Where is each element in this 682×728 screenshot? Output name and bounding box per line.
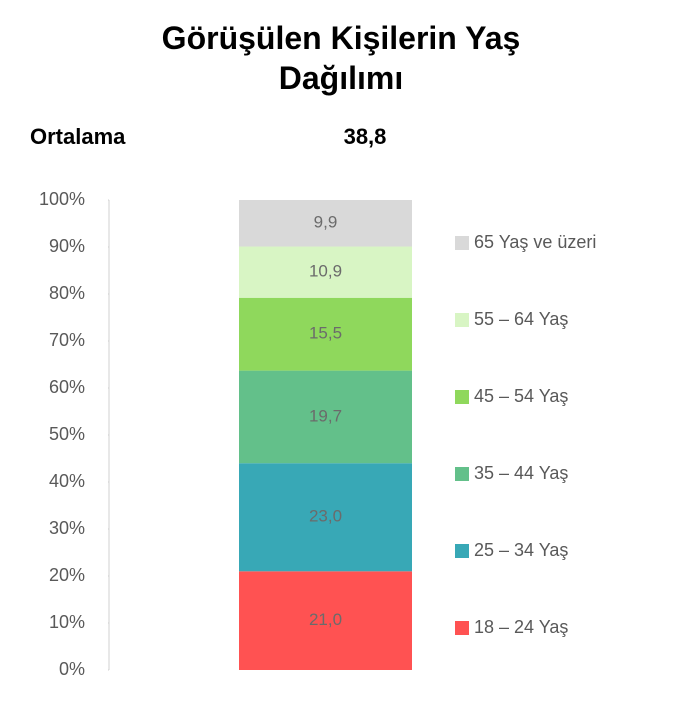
bar-segment (239, 571, 412, 670)
legend-label: 65 Yaş ve üzeri (474, 232, 596, 252)
y-tick-label: 80% (49, 283, 85, 303)
value-label: 23,0 (309, 507, 342, 526)
legend-swatch (455, 621, 469, 635)
legend-label: 45 – 54 Yaş (474, 386, 568, 406)
y-tick-label: 20% (49, 565, 85, 585)
legend-swatch (455, 390, 469, 404)
value-label: 19,7 (309, 406, 342, 425)
value-label: 10,9 (309, 262, 342, 281)
y-tick-label: 40% (49, 471, 85, 491)
y-tick-label: 60% (49, 377, 85, 397)
average-value: 38,8 (344, 124, 387, 149)
legend-label: 35 – 44 Yaş (474, 463, 568, 483)
chart-title: Görüşülen Kişilerin Yaş Dağılımı (161, 20, 521, 96)
bar-segment (239, 246, 412, 298)
bar-segment (239, 200, 412, 247)
y-tick-label: 30% (49, 518, 85, 538)
legend-label: 55 – 64 Yaş (474, 309, 568, 329)
y-tick-label: 0% (59, 659, 85, 679)
value-label: 21,0 (309, 610, 342, 629)
y-tick-label: 70% (49, 330, 85, 350)
legend-label: 25 – 34 Yaş (474, 540, 568, 560)
y-tick-label: 100% (39, 189, 85, 209)
value-label: 15,5 (309, 324, 342, 343)
average-label: Ortalama (30, 124, 126, 149)
legend-swatch (455, 236, 469, 250)
bar-segment (239, 297, 412, 371)
y-tick-label: 90% (49, 236, 85, 256)
legend-swatch (455, 467, 469, 481)
bar-segment (239, 370, 412, 464)
y-tick-label: 10% (49, 612, 85, 632)
value-label: 9,9 (314, 213, 338, 232)
bar-segment (239, 463, 412, 572)
legend-swatch (455, 313, 469, 327)
y-tick-label: 50% (49, 424, 85, 444)
legend-swatch (455, 544, 469, 558)
legend-label: 18 – 24 Yaş (474, 617, 568, 637)
